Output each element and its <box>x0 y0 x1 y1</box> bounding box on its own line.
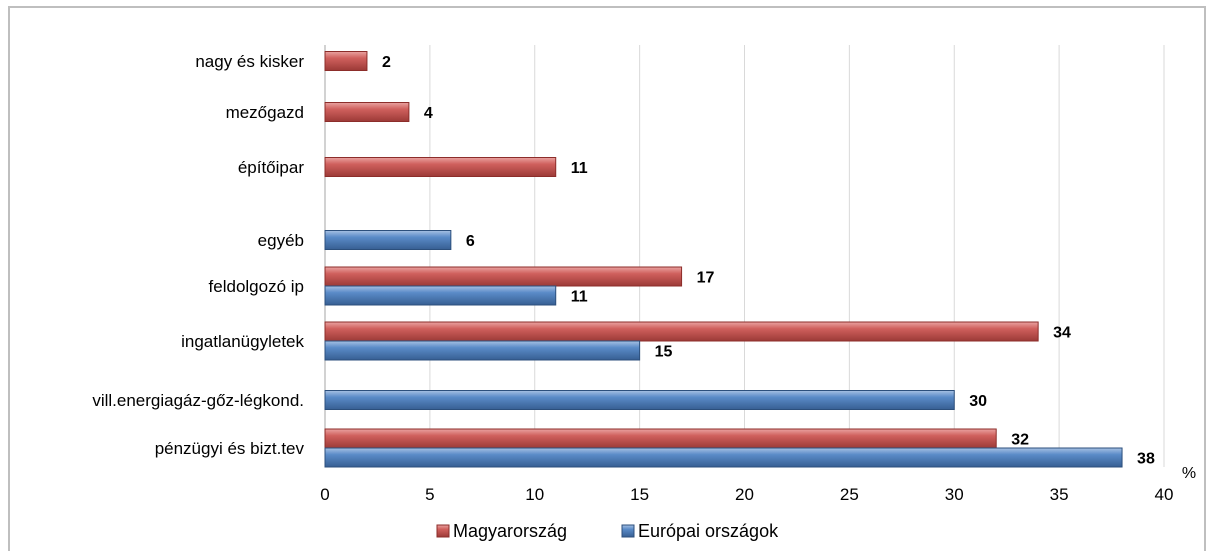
bar-magyarorszag <box>324 428 997 449</box>
x-tick-label: 0 <box>320 485 329 504</box>
bar-magyarorszag <box>324 102 410 122</box>
legend-label: Európai országok <box>638 521 779 541</box>
category-label: építőipar <box>238 158 304 177</box>
category-label: nagy és kisker <box>195 52 304 71</box>
x-tick-label: 40 <box>1155 485 1174 504</box>
category-label: egyéb <box>258 231 304 250</box>
x-tick-label: 35 <box>1050 485 1069 504</box>
category-label: ingatlanügyletek <box>181 332 304 351</box>
data-label: 6 <box>466 233 475 250</box>
bar-magyarorszag <box>324 321 1039 342</box>
legend-label: Magyarország <box>453 521 567 541</box>
x-tick-label: 15 <box>630 485 649 504</box>
x-tick-label: 25 <box>840 485 859 504</box>
x-tick-label: 30 <box>945 485 964 504</box>
legend-swatch <box>436 524 450 538</box>
x-unit-label: % <box>1182 465 1196 482</box>
bar-magyarorszag <box>324 266 683 287</box>
chart-frame <box>8 6 1206 551</box>
category-label: vill.energiagáz-gőz-légkond. <box>92 391 304 410</box>
data-label: 15 <box>655 344 673 361</box>
legend-swatch <box>621 524 635 538</box>
data-label: 38 <box>1137 451 1155 468</box>
data-label: 30 <box>969 393 987 410</box>
data-label: 11 <box>571 289 588 306</box>
category-label: pénzügyi és bizt.tev <box>155 439 305 458</box>
x-tick-label: 10 <box>525 485 544 504</box>
bar-magyarorszag <box>324 51 368 71</box>
bar-magyarorszag <box>324 157 557 177</box>
category-label: feldolgozó ip <box>209 277 304 296</box>
bar-europai-orszagok <box>324 340 641 361</box>
data-label: 11 <box>571 160 588 177</box>
category-label: mezőgazd <box>226 103 304 122</box>
bar-europai-orszagok <box>324 447 1123 468</box>
bars <box>324 51 1123 468</box>
bar-europai-orszagok <box>324 230 452 250</box>
labels: 0 5 10 15 20 25 30 35 40% nagy és kisker mezőgazd é… <box>92 52 1196 504</box>
legend: Magyarország Európai országok <box>436 521 779 541</box>
data-label: 32 <box>1011 432 1029 449</box>
bar-europai-orszagok <box>324 285 557 306</box>
data-label: 4 <box>424 105 433 122</box>
x-tick-label: 5 <box>425 485 434 504</box>
data-label: 2 <box>382 54 391 71</box>
data-label: 34 <box>1053 325 1071 342</box>
x-tick-label: 20 <box>735 485 754 504</box>
data-label: 17 <box>697 270 715 287</box>
bar-europai-orszagok <box>324 390 955 410</box>
